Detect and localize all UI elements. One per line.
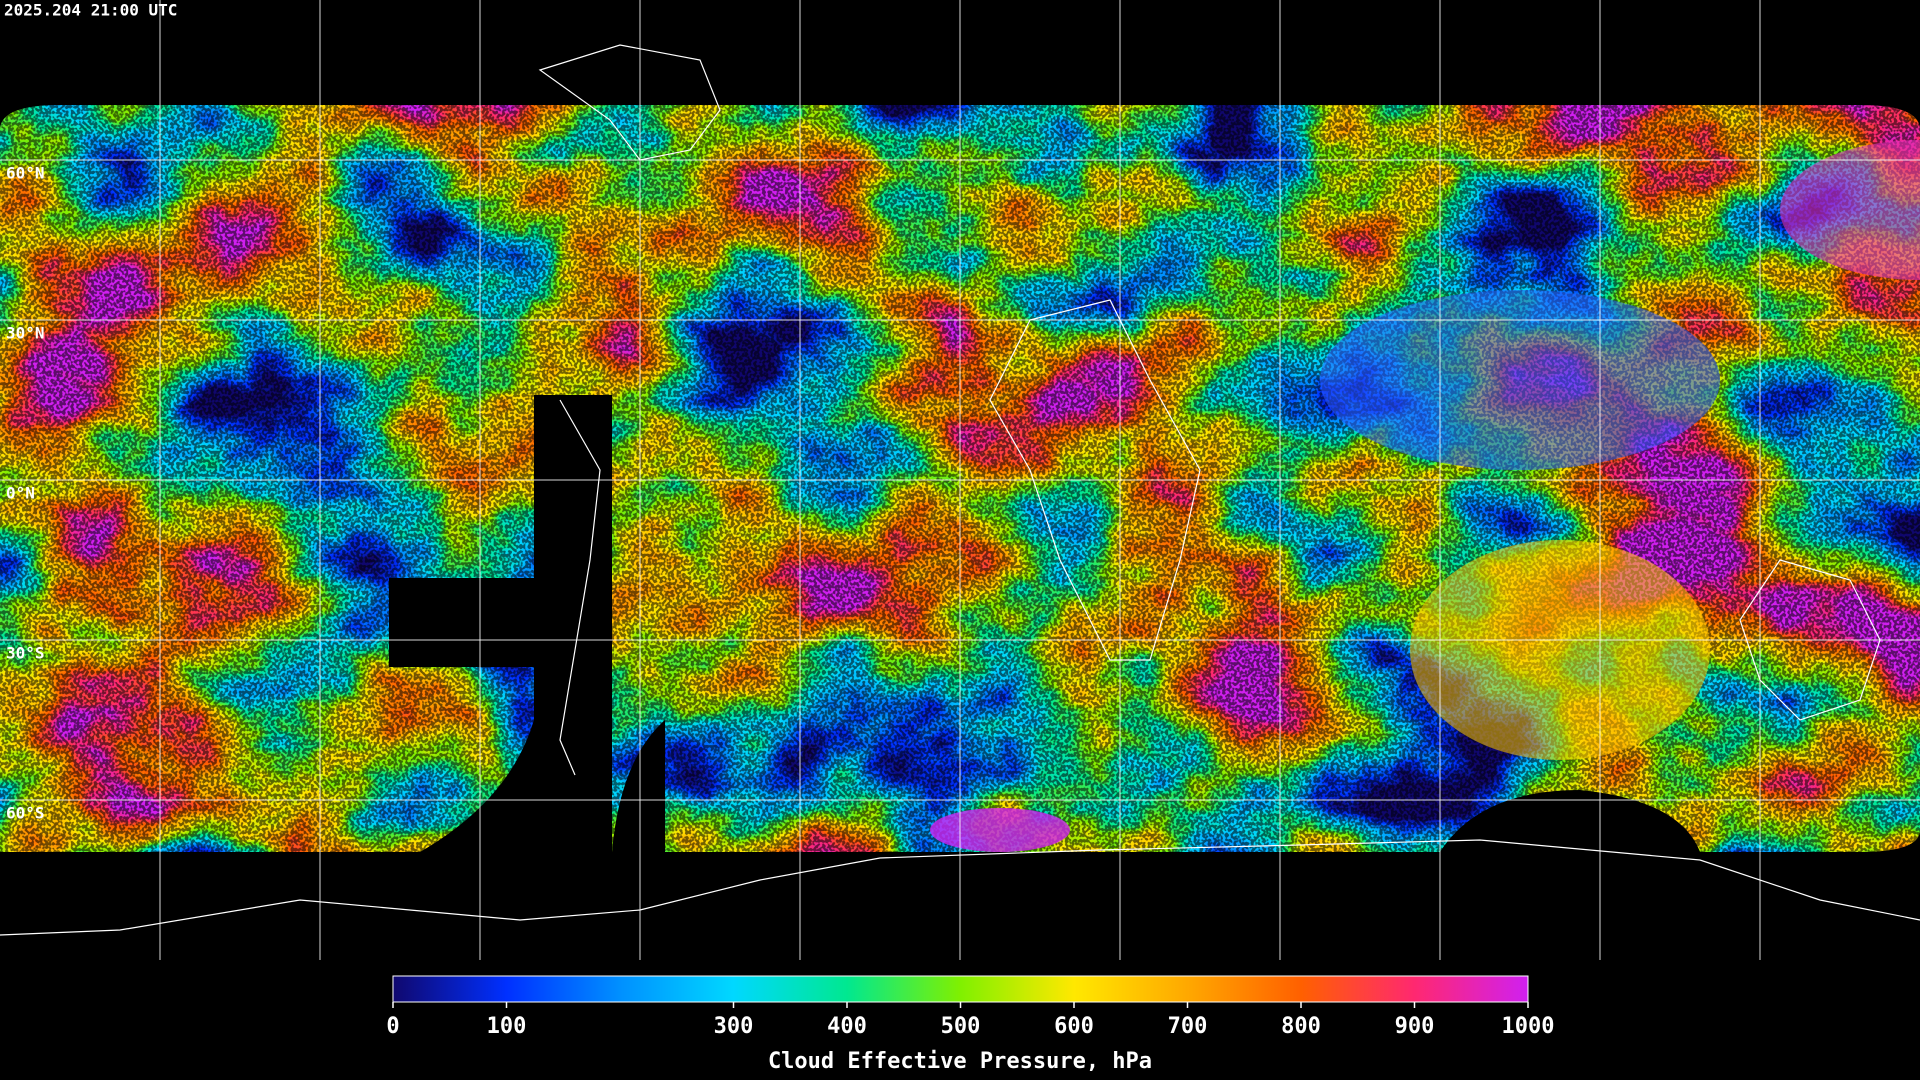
coastline — [559, 399, 601, 776]
colorbar-ramp — [392, 975, 1529, 1003]
cloud-region — [1320, 290, 1720, 470]
colorbar-tick-label: 500 — [941, 1014, 981, 1039]
colorbar-tick-label: 400 — [827, 1014, 867, 1039]
colorbar-title: Cloud Effective Pressure, hPa — [768, 1049, 1152, 1074]
colorbar-tick-label: 0 — [386, 1014, 399, 1039]
latitude-label: 30°S — [6, 644, 45, 663]
cloud-region — [1410, 540, 1710, 760]
timestamp: 2025.204 21:00 UTC — [4, 1, 177, 20]
coastline — [538, 44, 721, 161]
colorbar-tick-label: 300 — [714, 1014, 754, 1039]
graticule — [0, 0, 1920, 960]
colorbar-tick-label: 1000 — [1502, 1014, 1555, 1039]
cloud-region — [930, 808, 1070, 852]
colorbar-tick-label: 100 — [487, 1014, 527, 1039]
no-data — [534, 395, 665, 860]
no-data — [534, 560, 560, 860]
coastline — [1739, 559, 1881, 721]
colorbar-tick-label: 700 — [1168, 1014, 1208, 1039]
no-data-regions — [389, 395, 1700, 860]
coastline — [989, 299, 1201, 661]
latitude-label: 60°N — [6, 164, 45, 183]
coastlines — [0, 44, 1920, 936]
latitude-label: 0°N — [6, 484, 35, 503]
no-data — [420, 720, 534, 860]
colorbar-tick-label: 800 — [1281, 1014, 1321, 1039]
cloud-region — [1780, 140, 1920, 280]
latitude-label: 60°S — [6, 804, 45, 823]
map-labels: 60°N 30°N 0°N 30°S 60°S — [6, 164, 45, 823]
colorbar: 0 100 300 400 500 600 700 800 900 1000 — [386, 975, 1555, 1039]
no-data — [1440, 790, 1700, 852]
coastline — [0, 839, 1920, 936]
latitude-label: 30°N — [6, 324, 45, 343]
colorbar-tick-label: 600 — [1054, 1014, 1094, 1039]
colorbar-tick-label: 900 — [1395, 1014, 1435, 1039]
no-data — [389, 578, 534, 667]
